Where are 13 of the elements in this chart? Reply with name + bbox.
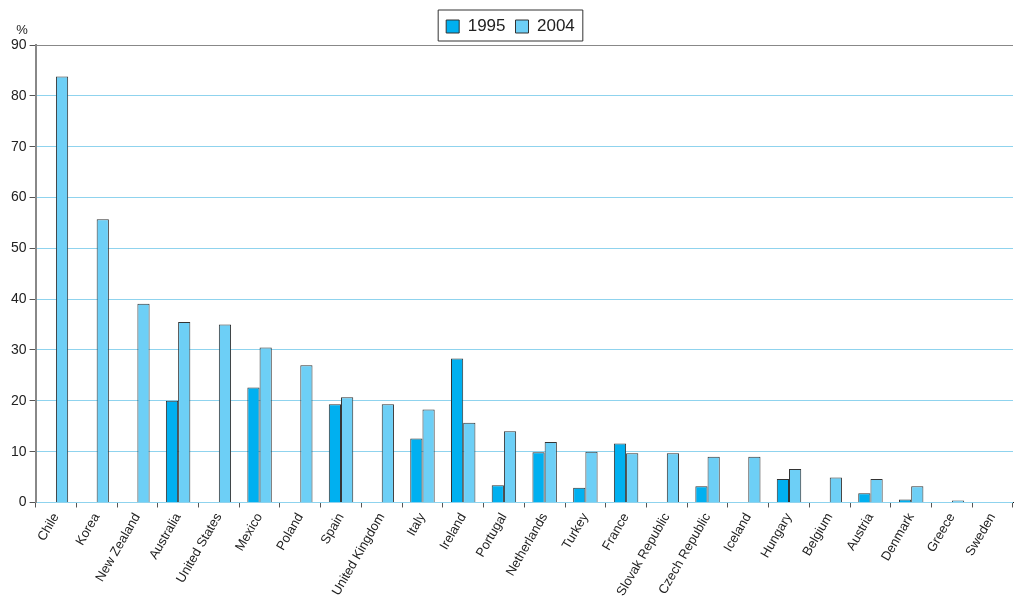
y-tick-label: 0: [18, 493, 27, 510]
y-tick-label: 90: [10, 35, 27, 52]
y-tick-label: 30: [10, 340, 27, 357]
legend-label: 2004: [537, 16, 575, 36]
y-tick-label: 60: [10, 188, 27, 205]
y-tick-label: 80: [10, 86, 27, 103]
y-tick-label: 40: [10, 290, 27, 307]
legend-label: 1995: [467, 16, 506, 36]
y-tick-label: 50: [10, 239, 27, 256]
y-axis-title: %: [16, 22, 29, 38]
y-tick-label: 10: [10, 442, 27, 459]
y-tick-label: 20: [10, 391, 27, 408]
y-tick-label: 70: [10, 137, 27, 154]
